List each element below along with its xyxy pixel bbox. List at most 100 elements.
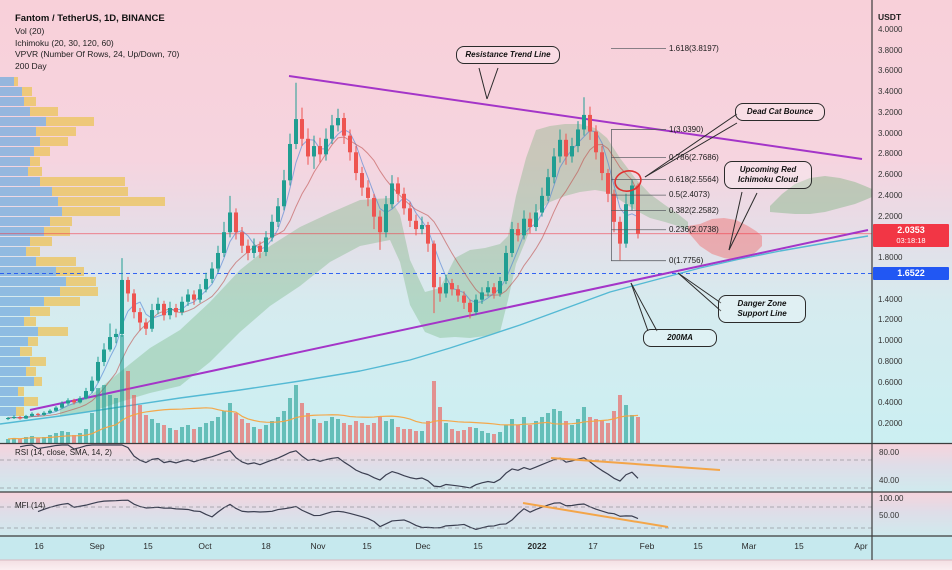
price-tick-2.2000: 2.2000 (878, 211, 903, 221)
volume-bar (588, 417, 592, 443)
vpvr-down-bar (40, 137, 68, 146)
volume-bar (168, 428, 172, 443)
price-tick-3.0000: 3.0000 (878, 128, 903, 138)
vpvr-down-bar (24, 397, 38, 406)
volume-bar (450, 429, 454, 443)
candle-body (306, 138, 310, 157)
legend-indicator-vol[interactable]: Vol (20) (15, 26, 45, 36)
rsi-line (19, 444, 639, 489)
time-tick-Oct: Oct (198, 541, 212, 551)
candle-body (54, 407, 58, 411)
price-tick-2.6000: 2.6000 (878, 170, 903, 180)
candle-body (612, 193, 616, 222)
vpvr-down-bar (30, 237, 52, 246)
volume-bar (120, 335, 124, 443)
callout-dead-cat-bounce[interactable]: Dead Cat Bounce (735, 103, 825, 121)
candle-body (300, 119, 304, 139)
vpvr-up-bar (0, 327, 38, 336)
volume-bar (438, 407, 442, 443)
candle-body (384, 204, 388, 233)
rsi-pane[interactable] (0, 444, 952, 492)
time-tick-18: 18 (261, 541, 271, 551)
last-price-value: 2.0353 (897, 225, 925, 235)
candle-body (480, 292, 484, 300)
legend-indicator-ichimoku[interactable]: Ichimoku (20, 30, 120, 60) (15, 37, 114, 48)
price-tick-0.2000: 0.2000 (878, 419, 903, 429)
volume-bar (426, 421, 430, 443)
volume-bar (312, 419, 316, 443)
candle-body (624, 204, 628, 244)
volume-bar (420, 431, 424, 443)
candle-body (396, 183, 400, 194)
legend-indicator-vpvr[interactable]: VPVR (Number Of Rows, 24, Up/Down, 70) (15, 49, 180, 59)
vpvr-down-bar (58, 197, 165, 206)
vpvr-down-bar (30, 307, 50, 316)
volume-bar (246, 423, 250, 443)
volume-bar (408, 429, 412, 443)
candle-body (426, 224, 430, 244)
symbol-title[interactable]: Fantom / TetherUS, 1D, BINANCE (15, 13, 165, 24)
mfi-label[interactable]: MFI (14) (15, 501, 46, 510)
candle-body (534, 212, 538, 228)
legend-indicator-200day[interactable]: 200 Day (15, 60, 47, 71)
volume-bar (300, 403, 304, 443)
vpvr-down-bar (60, 287, 98, 296)
candle-body (510, 229, 514, 253)
volume-bar (60, 431, 64, 443)
price-tick-2.8000: 2.8000 (878, 149, 903, 159)
support-trend-line (29, 229, 869, 411)
volume-bar (6, 439, 10, 443)
resistance-trend-line (288, 75, 863, 160)
candle-body (222, 232, 226, 253)
mfi-pane[interactable] (0, 492, 952, 536)
vpvr-down-bar (20, 347, 32, 356)
vpvr-up-bar (0, 87, 22, 96)
vpvr-up-bar (0, 367, 26, 376)
volume-bar (264, 425, 268, 443)
rsi-label[interactable]: RSI (14, close, SMA, 14, 2) (15, 448, 112, 457)
candle-body (522, 218, 526, 236)
candle-body (318, 146, 322, 155)
volume-bar (318, 423, 322, 443)
fib-label-7: 0(1.7756) (669, 255, 704, 265)
volume-bar (42, 437, 46, 443)
candle-body (102, 349, 106, 362)
candle-body (108, 337, 112, 350)
volume-bar (234, 413, 238, 443)
vpvr-up-bar (0, 387, 18, 396)
main-price-pane[interactable] (0, 0, 952, 444)
candle-body (192, 294, 196, 300)
time-tick-15: 15 (143, 541, 153, 551)
volume-bar (564, 421, 568, 443)
candle-body (36, 413, 40, 415)
time-axis[interactable] (0, 536, 952, 560)
last-price-badge: 2.0353 03:18:18 (873, 224, 949, 247)
callout-upcoming-red-cloud[interactable]: Upcoming Red Ichimoku Cloud (724, 161, 812, 189)
candle-body (444, 283, 448, 294)
vpvr-up-bar (0, 217, 50, 226)
ichimoku-cloud-3 (770, 176, 872, 214)
candle-body (600, 152, 604, 174)
candle-body (360, 173, 364, 188)
volume-bar (180, 427, 184, 443)
vpvr-up-bar (0, 297, 44, 306)
volume-bar (474, 428, 478, 443)
volume-bar (270, 421, 274, 443)
candle-body (414, 220, 418, 230)
volume-bar (90, 413, 94, 443)
callout-danger-zone-support[interactable]: Danger Zone Support Line (718, 295, 806, 323)
candle-body (378, 216, 382, 233)
vpvr-up-bar (0, 177, 40, 186)
candle-body (342, 118, 346, 136)
volume-bar (240, 419, 244, 443)
candle-body (6, 418, 10, 420)
volume-bar (48, 435, 52, 443)
candle-body (96, 361, 100, 381)
callout-resistance-trend-line[interactable]: Resistance Trend Line (456, 46, 560, 64)
volume-bar (486, 433, 490, 443)
callout-200ma[interactable]: 200MA (643, 329, 717, 347)
vpvr-up-bar (0, 247, 26, 256)
candle-body (474, 299, 478, 313)
volume-bar (144, 415, 148, 443)
